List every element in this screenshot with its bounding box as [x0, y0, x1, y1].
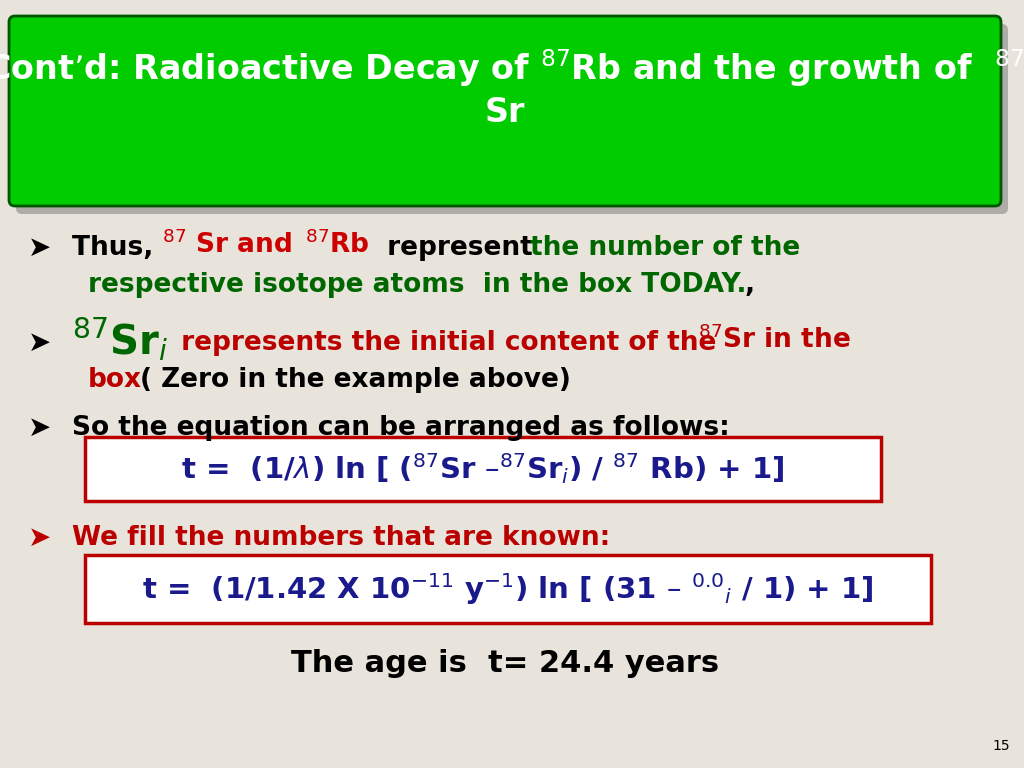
Text: the number of the: the number of the — [530, 235, 800, 261]
Text: ➤: ➤ — [28, 524, 51, 552]
Text: ,: , — [745, 272, 755, 298]
Text: $^{87}$Sr in the: $^{87}$Sr in the — [698, 326, 851, 354]
Text: ➤: ➤ — [28, 329, 51, 357]
Text: The age is  t= 24.4 years: The age is t= 24.4 years — [291, 648, 719, 677]
FancyBboxPatch shape — [16, 24, 1008, 214]
Text: respective isotope atoms  in the box TODAY.: respective isotope atoms in the box TODA… — [88, 272, 746, 298]
Text: box: box — [88, 367, 142, 393]
Text: ( Zero in the example above): ( Zero in the example above) — [140, 367, 570, 393]
Text: Sr: Sr — [484, 97, 525, 130]
Text: Cont’d: Radioactive Decay of $^{87}$Rb and the growth of  $^{87}$: Cont’d: Radioactive Decay of $^{87}$Rb a… — [0, 47, 1024, 89]
Text: ➤: ➤ — [28, 234, 51, 262]
Text: So the equation can be arranged as follows:: So the equation can be arranged as follo… — [72, 415, 730, 441]
Text: $^{87}$ Sr and: $^{87}$ Sr and — [162, 230, 294, 260]
FancyBboxPatch shape — [9, 16, 1001, 206]
Text: ➤: ➤ — [28, 414, 51, 442]
Text: represent: represent — [378, 235, 542, 261]
Text: We fill the numbers that are known:: We fill the numbers that are known: — [72, 525, 610, 551]
Text: $^{87}$Rb: $^{87}$Rb — [305, 230, 370, 260]
Text: $^{87}$Sr$_i$: $^{87}$Sr$_i$ — [72, 316, 168, 364]
Text: represents the initial content of the: represents the initial content of the — [172, 330, 725, 356]
Text: t =  (1/$\lambda$) ln [ ($^{87}$Sr –$^{87}$Sr$_i$) / $^{87}$ Rb) + 1]: t = (1/$\lambda$) ln [ ($^{87}$Sr –$^{87… — [181, 452, 784, 486]
Text: Thus,: Thus, — [72, 235, 163, 261]
Text: 15: 15 — [992, 739, 1010, 753]
FancyBboxPatch shape — [85, 437, 881, 501]
Text: t =  (1/1.42 X 10$^{-11}$ y$^{-1}$) ln [ (31 – $^{0.0}$$_i$ / 1) + 1]: t = (1/1.42 X 10$^{-11}$ y$^{-1}$) ln [ … — [142, 571, 873, 607]
FancyBboxPatch shape — [85, 555, 931, 623]
